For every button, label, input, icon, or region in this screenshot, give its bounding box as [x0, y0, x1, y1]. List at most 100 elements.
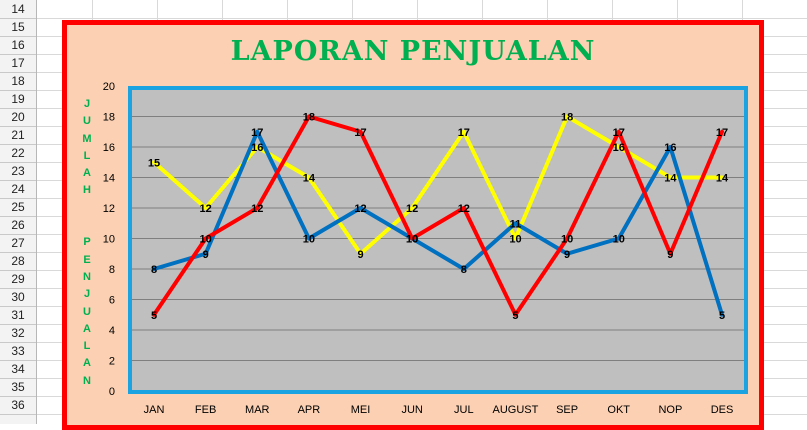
- row-number[interactable]: 20: [11, 110, 25, 124]
- data-label: 12: [406, 203, 418, 215]
- row-divider: [0, 396, 36, 397]
- y-tick-label: 0: [109, 386, 115, 398]
- row-number[interactable]: 34: [11, 362, 25, 376]
- y-axis-label-letter: A: [83, 357, 91, 370]
- row-number[interactable]: 31: [11, 308, 25, 322]
- row-divider: [0, 144, 36, 145]
- x-tick-label: JUN: [401, 404, 422, 416]
- data-label: 10: [406, 234, 418, 246]
- data-label: 17: [716, 127, 728, 139]
- data-label: 12: [251, 203, 263, 215]
- row-divider: [0, 360, 36, 361]
- row-number[interactable]: 30: [11, 290, 25, 304]
- x-tick-label: MAR: [245, 404, 270, 416]
- y-axis-label-letter: J: [83, 98, 91, 110]
- row-header-column: [0, 0, 37, 424]
- row-number[interactable]: 22: [11, 146, 25, 160]
- row-divider: [0, 270, 36, 271]
- data-label: 16: [251, 142, 263, 154]
- x-tick-label: AUGUST: [493, 404, 539, 416]
- row-number[interactable]: 25: [11, 200, 25, 214]
- row-number[interactable]: 18: [11, 74, 25, 88]
- y-axis-label-letter: E: [83, 253, 91, 266]
- y-axis-label-letter: N: [83, 270, 91, 283]
- data-label: 10: [561, 234, 573, 246]
- data-label: 18: [561, 112, 573, 124]
- data-label: 8: [461, 264, 467, 276]
- data-label: 9: [203, 249, 209, 261]
- y-axis-label-letter: J: [83, 288, 91, 301]
- row-number[interactable]: 15: [11, 20, 25, 34]
- row-number[interactable]: 33: [11, 344, 25, 358]
- y-axis-label-letter: A: [83, 167, 91, 180]
- data-label: 12: [458, 203, 470, 215]
- row-number[interactable]: 23: [11, 164, 25, 178]
- row-number[interactable]: 32: [11, 326, 25, 340]
- chart-title: LAPORAN PENJUALAN: [230, 36, 596, 67]
- data-label: 12: [200, 203, 212, 215]
- row-divider: [0, 162, 36, 163]
- row-divider: [0, 288, 36, 289]
- row-divider: [0, 90, 36, 91]
- data-label: 9: [357, 249, 363, 261]
- row-divider: [0, 234, 36, 235]
- row-divider: [0, 18, 36, 19]
- y-tick-label: 10: [103, 234, 115, 246]
- row-divider: [0, 126, 36, 127]
- data-label: 5: [151, 310, 157, 322]
- x-tick-label: FEB: [195, 404, 216, 416]
- data-label: 11: [510, 218, 522, 230]
- y-tick-label: 2: [109, 356, 115, 368]
- data-label: 14: [303, 173, 316, 185]
- y-axis-label-letter: A: [83, 322, 91, 335]
- row-divider: [0, 54, 36, 55]
- data-label: 5: [719, 310, 725, 322]
- row-divider: [0, 36, 36, 37]
- gridline-horizontal: [36, 18, 807, 19]
- y-tick-label: 4: [109, 325, 115, 337]
- row-divider: [0, 378, 36, 379]
- data-label: 16: [664, 142, 676, 154]
- row-number[interactable]: 17: [11, 56, 25, 70]
- y-axis-label-letter: P: [83, 236, 91, 249]
- data-label: 17: [458, 127, 470, 139]
- row-number[interactable]: 26: [11, 218, 25, 232]
- row-number[interactable]: 36: [11, 398, 25, 412]
- y-tick-label: 6: [109, 295, 115, 307]
- row-number[interactable]: 19: [11, 92, 25, 106]
- row-number[interactable]: 24: [11, 182, 25, 196]
- data-label: 15: [148, 157, 160, 169]
- series-line-1: [152, 129, 724, 317]
- data-label: 10: [509, 234, 521, 246]
- y-tick-label: 12: [103, 203, 115, 215]
- x-tick-label: OKT: [607, 404, 630, 416]
- row-divider: [0, 342, 36, 343]
- row-number[interactable]: 16: [11, 38, 25, 52]
- y-axis-label-letter: N: [83, 374, 91, 387]
- y-tick-label: 16: [103, 142, 115, 154]
- row-divider: [0, 306, 36, 307]
- row-divider: [0, 216, 36, 217]
- row-number[interactable]: 28: [11, 254, 25, 268]
- row-divider: [0, 72, 36, 73]
- row-number[interactable]: 29: [11, 272, 25, 286]
- series-line-2: [152, 114, 724, 317]
- row-divider: [0, 180, 36, 181]
- x-tick-label: DES: [711, 404, 734, 416]
- y-tick-label: 18: [103, 112, 115, 124]
- x-tick-label: SEP: [556, 404, 578, 416]
- row-number[interactable]: 21: [11, 128, 25, 142]
- row-number[interactable]: 27: [11, 236, 25, 250]
- y-tick-label: 8: [109, 264, 115, 276]
- data-label: 17: [613, 127, 625, 139]
- y-axis-label-letter: U: [83, 305, 91, 318]
- data-label: 12: [354, 203, 366, 215]
- data-label: 5: [512, 310, 518, 322]
- row-number[interactable]: 35: [11, 380, 25, 394]
- row-divider: [0, 252, 36, 253]
- row-number[interactable]: 14: [11, 2, 25, 16]
- data-label: 9: [564, 249, 570, 261]
- data-label: 10: [613, 234, 625, 246]
